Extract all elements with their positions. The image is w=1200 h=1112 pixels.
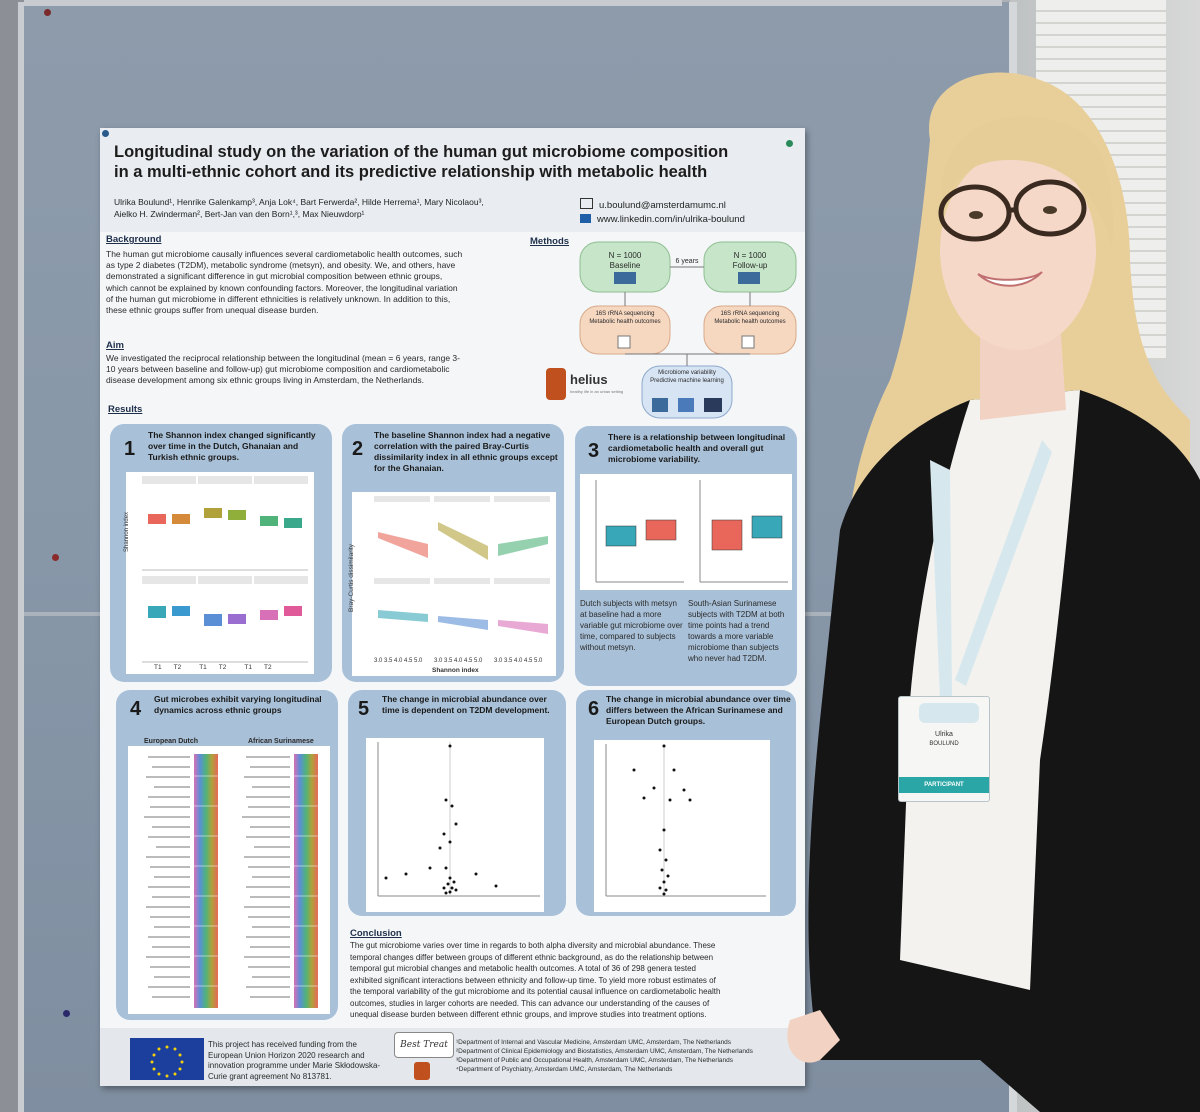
interval-label: 6 years	[675, 258, 699, 265]
helius-logo-sub: healthy life in an urban setting	[570, 389, 624, 394]
panel-4-right-group: African Surinamese	[248, 738, 314, 745]
affiliations: ¹Department of Internal and Vascular Med…	[456, 1039, 753, 1073]
panel-6-figure	[594, 740, 770, 912]
scientific-poster: Longitudinal study on the variation of t…	[100, 128, 805, 1086]
methods-diagram	[579, 241, 797, 419]
panel-2-ylabel: Bray-Curtis dissimilarity	[348, 544, 355, 612]
panel-4-left-group: European Dutch	[144, 738, 199, 745]
panel-3-number: 3	[588, 440, 600, 462]
panel-2-xlabel: Shannon index	[432, 667, 479, 674]
panel-2-figure: Bray-Curtis dissimilarity 3.0 3.5 4.0 4.…	[348, 492, 556, 676]
panel-2-number: 2	[352, 438, 364, 460]
pin-icon	[52, 554, 59, 561]
methods-heading: Methods	[530, 236, 570, 247]
panel-6-number: 6	[588, 698, 600, 720]
volcano-plot-t2dm	[377, 742, 540, 897]
pin-icon	[786, 140, 793, 147]
eu-flag-icon	[130, 1038, 204, 1080]
followup-box: N = 1000 Follow-up	[732, 251, 768, 270]
eye-right	[1043, 206, 1057, 214]
panel-3-figure	[580, 474, 792, 590]
panel-3-title: There is a relationship between longitud…	[608, 432, 786, 464]
pin-icon	[44, 9, 51, 16]
panel-2-title: The baseline Shannon index had a negativ…	[374, 430, 558, 473]
panel-2-xticks-2: 3.0 3.5 4.0 4.5 5.0	[434, 658, 483, 664]
panel-1-ylabel: Shannon index	[124, 511, 130, 552]
baseline-box: N = 1000 Baseline	[608, 251, 642, 270]
lanyard-right	[955, 440, 1052, 686]
shannon-boxplots	[142, 476, 308, 663]
university-logo-icon	[414, 1062, 430, 1080]
background-text: The human gut microbiome causally influe…	[106, 249, 463, 316]
name-badge: Ulrika BOULUND PARTICIPANT	[898, 696, 990, 802]
face	[940, 150, 1096, 350]
panel-5-title: The change in microbial abundance over t…	[382, 694, 550, 715]
panel-4-figure	[128, 746, 330, 1014]
pin-icon	[102, 130, 109, 137]
results-heading: Results	[108, 404, 143, 415]
conclusion-heading: Conclusion	[350, 928, 402, 939]
panel-3-caption-right: South-Asian Surinamese subjects with T2D…	[688, 599, 785, 663]
volcano-plot-ethnicity	[605, 744, 766, 897]
taxa-heatmap	[144, 754, 318, 1008]
presenter-figure	[787, 72, 1200, 1112]
hair-fringe	[942, 116, 1114, 250]
poster-header	[100, 128, 805, 232]
poster-authors: Ulrika Boulund¹, Henrike Galenkamp³, Anj…	[114, 197, 484, 219]
badge-role: PARTICIPANT	[899, 777, 989, 793]
conclusion-text: The gut microbiome varies over time in r…	[350, 941, 721, 1019]
poster-title: Longitudinal study on the variation of t…	[114, 143, 729, 181]
badge-last-name: BOULUND	[929, 741, 959, 747]
panel-1-number: 1	[124, 438, 136, 460]
aim-heading: Aim	[106, 340, 124, 351]
smile	[977, 271, 1043, 287]
panel-2-xticks-1: 3.0 3.5 4.0 4.5 5.0	[374, 658, 423, 664]
background-heading: Background	[106, 234, 162, 245]
metabolic-boxplots	[595, 480, 788, 583]
aim-text: We investigated the reciprocal relations…	[106, 353, 460, 386]
linkedin-icon	[580, 214, 591, 223]
ml-box: Microbiome variability Predictive machine…	[650, 370, 724, 384]
hand	[787, 1010, 840, 1063]
poster-contact: u.boulund@amsterdamumc.nl www.linkedin.c…	[580, 198, 745, 227]
pin-icon	[63, 1010, 70, 1017]
panel-1-xticks: T1 T2 T1 T2 T1 T2	[154, 664, 272, 671]
panel-1-title: The Shannon index changed significantly …	[148, 430, 316, 462]
badge-first-name: Ulrika	[935, 731, 953, 738]
panel-2-xticks-3: 3.0 3.5 4.0 4.5 5.0	[494, 658, 543, 664]
helius-logo-icon	[546, 368, 566, 400]
panel-4-title: Gut microbes exhibit varying longitudina…	[154, 694, 322, 715]
board-top-frame	[24, 0, 1002, 6]
panel-5-number: 5	[358, 698, 370, 720]
eye-left	[969, 211, 983, 219]
funding-text: This project has received funding from t…	[208, 1040, 381, 1081]
panel-3-caption-left: Dutch subjects with metsyn at baseline h…	[580, 599, 683, 652]
badge-logo-icon	[919, 703, 979, 723]
best-treat-logo: Best Treat	[394, 1032, 454, 1058]
panel-5-figure	[366, 738, 544, 912]
bray-curtis-scatter	[374, 496, 550, 634]
sequencing-box-right: 16S rRNA sequencing Metabolic health outc…	[714, 311, 786, 325]
eu-stars	[150, 1045, 184, 1078]
lanyard-left	[930, 460, 952, 700]
mail-icon	[580, 198, 593, 209]
panel-6-title: The change in microbial abundance over t…	[606, 694, 791, 726]
panel-1-figure: Shannon index T1 T2 T1 T2 T1 T2	[124, 472, 314, 674]
glasses-icon	[938, 179, 1087, 242]
sequencing-box-left: 16S rRNA sequencing Metabolic health outc…	[589, 311, 661, 325]
panel-4-number: 4	[130, 698, 142, 720]
helius-logo: helius	[570, 372, 608, 387]
